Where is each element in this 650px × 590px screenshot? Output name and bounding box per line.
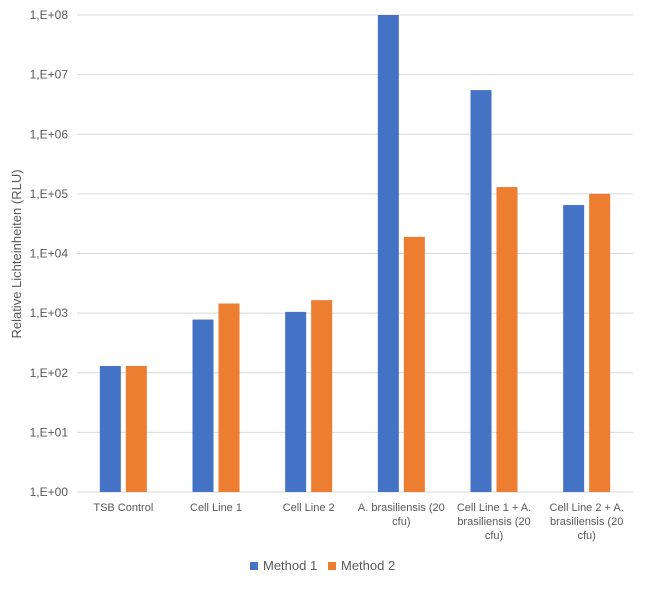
x-tick-label-line: A. brasiliensis (20	[358, 502, 445, 514]
y-tick-label: 1,E+01	[30, 425, 69, 439]
y-tick-label: 1,E+08	[30, 8, 69, 22]
x-tick-label: Cell Line 2 + A. brasiliensis (20 cfu)	[550, 502, 624, 542]
x-tick-label-line: TSB Control	[93, 502, 153, 514]
bar-method-1	[99, 365, 121, 492]
x-tick-label-line: cfu)	[485, 530, 503, 542]
x-tick-label: TSB Control	[93, 502, 153, 514]
x-tick-label-line: Cell Line 2 + A.	[550, 502, 624, 514]
bar-method-2	[403, 236, 425, 492]
y-tick-label: 1,E+05	[30, 187, 69, 201]
x-tick-label: Cell Line 1 + A. brasiliensis (20 cfu)	[457, 502, 531, 542]
bar-method-1	[192, 319, 214, 492]
x-tick-label: Cell Line 2	[283, 502, 335, 514]
bar-method-2	[125, 365, 147, 492]
gridlines	[77, 14, 633, 493]
bar-method-2	[589, 193, 611, 492]
x-tick-label-line: Cell Line 1	[190, 502, 242, 514]
legend-swatch	[250, 562, 258, 570]
bar-method-2	[311, 300, 333, 492]
bar-method-1	[470, 90, 492, 493]
y-tick-label: 1,E+02	[30, 366, 69, 380]
x-tick-label: A. brasiliensis (20 cfu)	[358, 502, 445, 528]
y-tick-label: 1,E+07	[30, 68, 69, 82]
y-axis-ticks: 1,E+00 1,E+01 1,E+02 1,E+03 1,E+04 1,E+05 1,E+…	[30, 8, 69, 499]
x-tick-label-line: brasiliensis (20	[550, 516, 623, 528]
x-tick-label-line: Cell Line 2	[283, 502, 335, 514]
legend-swatch	[328, 562, 336, 570]
bar-method-1	[285, 311, 307, 492]
y-axis-title: Relative Lichteinheiten (RLU)	[9, 169, 24, 338]
bars	[99, 15, 611, 493]
legend-label: Method 1	[263, 558, 317, 573]
legend-label: Method 2	[341, 558, 395, 573]
x-tick-label-line: cfu)	[392, 516, 410, 528]
bar-method-1	[377, 15, 399, 492]
x-tick-label-line: cfu)	[577, 530, 595, 542]
y-tick-label: 1,E+03	[30, 306, 69, 320]
x-tick-label: Cell Line 1	[190, 502, 242, 514]
y-tick-label: 1,E+06	[30, 127, 69, 141]
y-tick-label: 1,E+00	[30, 485, 69, 499]
x-tick-label-line: brasiliensis (20	[457, 516, 530, 528]
x-axis-labels: TSB Control Cell Line 1 Cell Line 2 A. bras…	[93, 502, 623, 542]
bar-method-2	[218, 303, 240, 492]
x-tick-label-line: Cell Line 1 + A.	[457, 502, 531, 514]
y-tick-label: 1,E+04	[30, 247, 69, 261]
legend: Method 1 Method 2	[250, 558, 395, 573]
bar-method-2	[496, 187, 518, 493]
bar-method-1	[563, 205, 585, 493]
